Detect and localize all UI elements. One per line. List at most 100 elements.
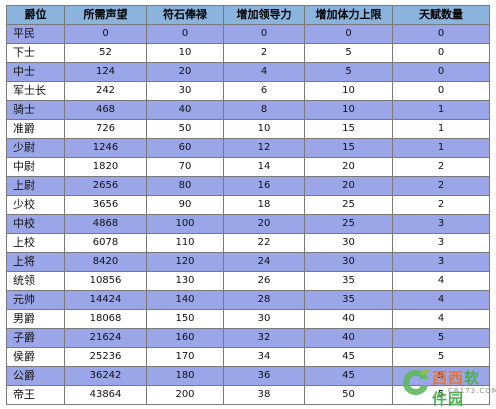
cell-leadership: 14 [223,157,305,177]
cell-rank-name: 元帅 [6,290,65,310]
cell-rune-salary: 150 [146,309,224,329]
cell-rune-salary: 10 [146,43,224,63]
cell-stamina-cap: 10 [304,100,393,120]
cell-stamina-cap: 45 [304,366,393,386]
header-rank: 爵位 [6,5,65,25]
table-row: 军士长 242 30 6 10 0 [6,81,490,101]
table-row: 下士 52 10 2 5 0 [6,43,490,63]
table-row: 上将 8420 120 24 30 3 [6,252,490,272]
table-row: 中尉 1820 70 14 20 2 [6,157,490,177]
cell-talent-count: 0 [392,43,490,63]
cell-reputation: 3656 [64,195,147,215]
cell-leadership: 26 [223,271,305,291]
rank-table-container: 爵位 所需声望 符石俸禄 增加领导力 增加体力上限 天赋数量 平民 0 0 0 0 0 下士… [6,5,490,405]
cell-rank-name: 帝王 [6,385,65,405]
cell-talent-count: 5 [392,347,490,367]
cell-rank-name: 准爵 [6,119,65,139]
cell-stamina-cap: 30 [304,252,393,272]
cell-leadership: 38 [223,385,305,405]
cell-stamina-cap: 5 [304,62,393,82]
cell-talent-count: 3 [392,233,490,253]
cell-reputation: 468 [64,100,147,120]
header-rune-salary: 符石俸禄 [146,5,224,25]
cell-rune-salary: 20 [146,62,224,82]
cell-talent-count: 5 [392,385,490,405]
cell-rank-name: 上校 [6,233,65,253]
cell-talent-count: 3 [392,214,490,234]
cell-talent-count: 1 [392,100,490,120]
cell-reputation: 124 [64,62,147,82]
cell-leadership: 22 [223,233,305,253]
cell-talent-count: 3 [392,252,490,272]
cell-rune-salary: 30 [146,81,224,101]
cell-rune-salary: 90 [146,195,224,215]
table-row: 统领 10856 130 26 35 4 [6,271,490,291]
cell-rune-salary: 110 [146,233,224,253]
cell-reputation: 0 [64,24,147,44]
cell-leadership: 24 [223,252,305,272]
cell-reputation: 242 [64,81,147,101]
cell-rank-name: 上将 [6,252,65,272]
cell-leadership: 20 [223,214,305,234]
cell-rank-name: 少尉 [6,138,65,158]
table-row: 中士 124 20 4 5 0 [6,62,490,82]
table-row: 中校 4868 100 20 25 3 [6,214,490,234]
cell-rune-salary: 80 [146,176,224,196]
cell-reputation: 1820 [64,157,147,177]
cell-reputation: 1246 [64,138,147,158]
cell-leadership: 36 [223,366,305,386]
table-row: 帝王 43864 200 38 50 5 [6,385,490,405]
cell-rank-name: 平民 [6,24,65,44]
cell-reputation: 4868 [64,214,147,234]
cell-rune-salary: 0 [146,24,224,44]
cell-stamina-cap: 0 [304,24,393,44]
cell-stamina-cap: 50 [304,385,393,405]
cell-rank-name: 中士 [6,62,65,82]
cell-talent-count: 4 [392,309,490,329]
table-row: 子爵 21624 160 32 40 5 [6,328,490,348]
cell-stamina-cap: 15 [304,138,393,158]
cell-stamina-cap: 35 [304,290,393,310]
cell-talent-count: 5 [392,366,490,386]
table-row: 上校 6078 110 22 30 3 [6,233,490,253]
cell-talent-count: 4 [392,271,490,291]
cell-talent-count: 5 [392,328,490,348]
cell-rune-salary: 160 [146,328,224,348]
cell-rank-name: 侯爵 [6,347,65,367]
table-row: 少校 3656 90 18 25 2 [6,195,490,215]
cell-leadership: 34 [223,347,305,367]
cell-stamina-cap: 40 [304,309,393,329]
cell-stamina-cap: 20 [304,157,393,177]
cell-rank-name: 上尉 [6,176,65,196]
header-talent-count: 天赋数量 [392,5,490,25]
cell-rune-salary: 170 [146,347,224,367]
cell-rank-name: 子爵 [6,328,65,348]
cell-rune-salary: 40 [146,100,224,120]
table-row: 准爵 726 50 10 15 1 [6,119,490,139]
cell-talent-count: 4 [392,290,490,310]
cell-reputation: 6078 [64,233,147,253]
header-stamina-cap: 增加体力上限 [304,5,393,25]
cell-rune-salary: 50 [146,119,224,139]
cell-reputation: 2656 [64,176,147,196]
cell-stamina-cap: 20 [304,176,393,196]
cell-reputation: 14424 [64,290,147,310]
cell-rank-name: 公爵 [6,366,65,386]
cell-leadership: 32 [223,328,305,348]
cell-leadership: 16 [223,176,305,196]
cell-leadership: 28 [223,290,305,310]
cell-leadership: 12 [223,138,305,158]
cell-rune-salary: 100 [146,214,224,234]
cell-reputation: 43864 [64,385,147,405]
cell-leadership: 10 [223,119,305,139]
header-reputation: 所需声望 [64,5,147,25]
cell-stamina-cap: 45 [304,347,393,367]
header-leadership: 增加领导力 [223,5,305,25]
cell-talent-count: 1 [392,138,490,158]
cell-stamina-cap: 40 [304,328,393,348]
cell-leadership: 2 [223,43,305,63]
table-row: 骑士 468 40 8 10 1 [6,100,490,120]
cell-rank-name: 军士长 [6,81,65,101]
cell-talent-count: 2 [392,176,490,196]
cell-reputation: 726 [64,119,147,139]
